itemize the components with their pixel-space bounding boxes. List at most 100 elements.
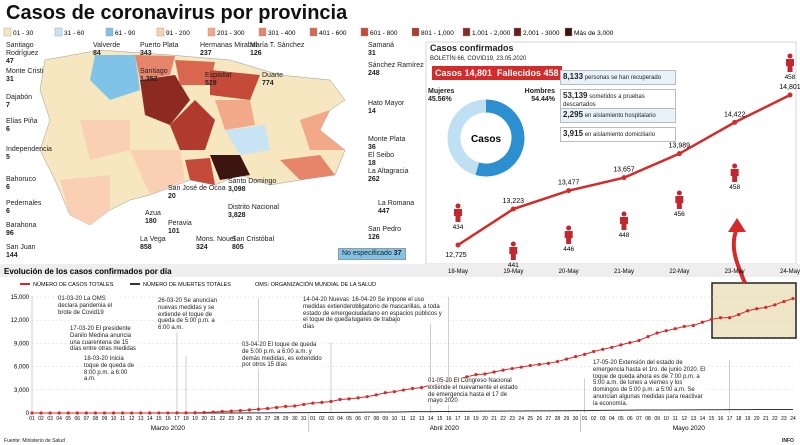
x-tick-label: 17 [727,416,733,422]
legend-label: 301 - 400 [268,30,296,37]
province-name: Santiago Rodríguez [6,42,39,57]
series-point [166,411,170,415]
province-value: 6 [6,208,10,215]
legend-swatch [258,27,267,37]
cases-point [455,242,461,248]
province-label: San Pedro 126 [368,226,401,242]
province-label: María T. Sánchez 126 [250,42,304,58]
x-tick-label: 03 [328,416,334,422]
x-tick-label: 15 [156,416,162,422]
series-point [256,407,261,411]
series-point [510,366,514,371]
sex-label: Hombres 54.44% [507,88,555,104]
province-value: 180 [145,218,157,225]
donut-segment [447,99,487,176]
x-tick-label: 02 [591,416,597,422]
stat-text: personas se han recuperado [584,75,662,81]
sex-name: Mujeres [428,88,455,95]
series-point [39,411,43,415]
x-tick-label: 23 [229,416,235,422]
province-value: 96 [6,230,14,237]
cases-value: 14,801 [464,68,493,78]
legend-label: 801 - 1,000 [421,30,454,37]
series-point [320,400,324,404]
stat-row: 8,133 personas se han recuperado [560,70,676,85]
series-point [157,411,161,415]
series-point [410,386,415,391]
cases-point [787,92,793,98]
series-point [492,370,496,374]
province-label: Peravia 101 [168,220,192,236]
death-icon [620,211,628,230]
region [140,75,190,125]
province-label: Hermanas Mirabal 237 [200,42,257,58]
series-point [356,396,360,400]
series-point [211,410,215,414]
province-value: 3,828 [228,212,246,219]
death-icon [730,163,739,182]
province-value: 18 [368,160,376,167]
series-point [175,411,179,415]
x-tick-label: 11 [673,416,678,422]
series-point [564,357,569,361]
date-label: 24-May [780,269,800,275]
x-tick-label: 30 [573,416,579,422]
x-tick-label: 05 [65,416,71,422]
series-point [601,347,605,351]
series-point [193,411,197,415]
series-point [782,299,786,304]
legend-label: 61 - 90 [115,30,136,37]
series-point [519,365,523,369]
annotation: 17-05-20 Extensión del estado de emergen… [593,360,708,408]
bulletin: BOLETÍN 66, COVID19, 23.05.2020 [430,56,527,62]
cases-label: 13,477 [558,180,580,187]
province-label: Puerto Plata 343 [140,42,179,58]
not-specified-label: No especificado [342,250,392,257]
death-icon [675,190,684,209]
province-value: 447 [378,208,390,215]
province-value: 101 [168,228,180,235]
legend-swatch [564,27,573,37]
x-tick-label: 13 [138,416,144,422]
province-label: Azua 180 [145,210,161,226]
province-value: 1,352 [140,76,158,83]
series-point [148,411,152,415]
x-tick-label: 09 [383,416,389,422]
series-point [592,349,596,354]
province-label: Duarte 774 [262,72,283,88]
series-point [619,343,623,347]
province-name: La Romana [378,200,415,207]
stat-row: 3,915 en aislamiento domiciliario [560,127,676,142]
series-point [673,327,677,331]
brand: INFO [782,438,794,444]
series-point [501,368,505,372]
province-value: 529 [205,80,217,87]
province-label: La Vega 858 [140,236,166,252]
legend-swatch [54,27,63,37]
x-tick-label: 20 [754,416,760,422]
series-point [737,312,741,317]
province-name: Samaná [368,42,395,49]
x-tick-label: 21 [210,416,216,422]
province-name: San Juan [6,244,36,251]
x-tick-label: 20 [201,416,207,422]
series-point [284,404,288,408]
x-tick-label: 22 [219,416,225,422]
annotation: 26-03-20 Se anuncian nuevas medidas y se… [158,298,228,332]
series-point [646,334,650,339]
province-value: 805 [232,244,244,251]
x-tick-label: 02 [319,416,325,422]
annotation: 03-04-20 El toque de queda de 5:00 p.m. … [242,342,322,370]
province-value: 5 [6,154,10,161]
series-point [791,296,795,301]
legend-label: 01 - 30 [13,30,34,37]
date-label: 18-May [448,269,468,275]
legend-swatch [3,27,12,37]
series-point [265,406,270,411]
legend-label: 91 - 200 [166,30,190,37]
summary-title: Casos confirmados [430,43,514,53]
legend-label: NÚMERO DE CASOS TOTALES [33,281,114,288]
legend-swatch [513,27,522,37]
x-tick-label: 11 [401,416,406,422]
cases-label: Casos [435,68,463,78]
